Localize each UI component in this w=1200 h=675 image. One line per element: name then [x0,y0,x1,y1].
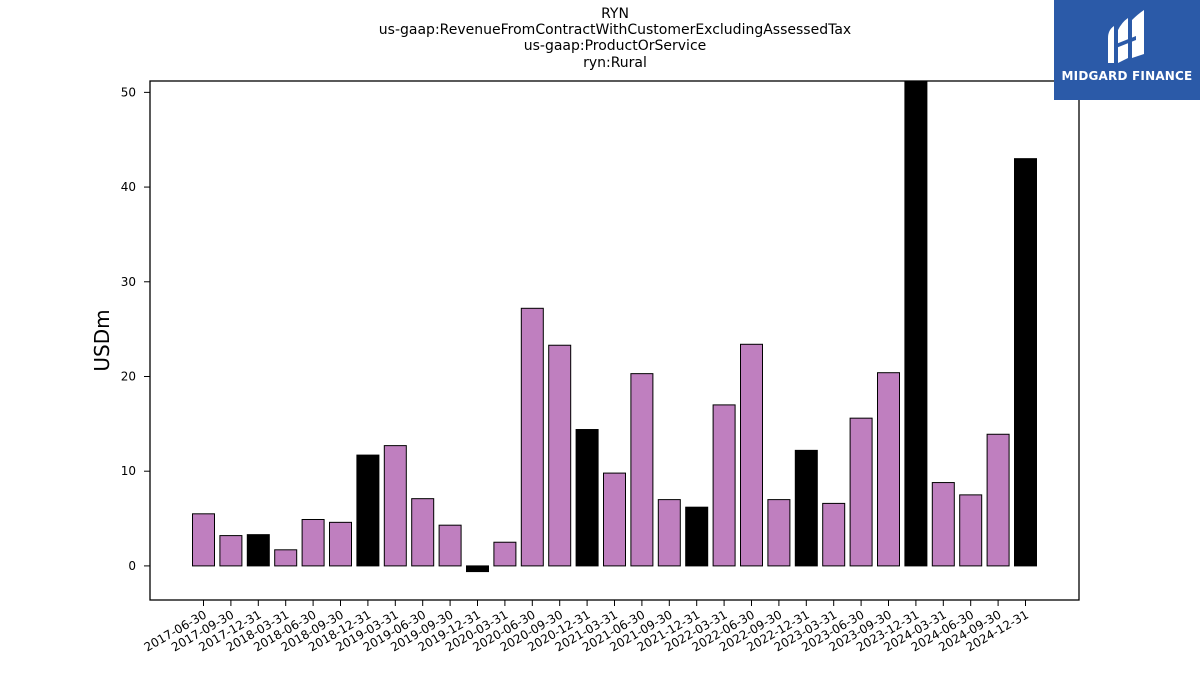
bar-2021-06-30 [630,373,654,567]
y-tick-label-50: 50 [121,85,136,99]
bar-2017-09-30 [219,535,243,567]
title-line-2: us-gaap:RevenueFromContractWithCustomerE… [378,22,852,38]
bar-2021-09-30 [657,499,681,567]
bar-2021-12-31 [685,506,709,567]
y-tick-label-20: 20 [121,369,136,383]
bar-2022-03-31 [712,404,736,567]
bar-2023-03-31 [822,502,846,567]
y-tick-label-30: 30 [121,275,136,289]
bar-2018-09-30 [329,521,352,567]
bar-2020-09-30 [548,344,572,567]
bar-2023-12-31 [904,80,928,567]
bar-2020-03-31 [493,541,517,567]
y-tick-label-0: 0 [128,559,136,573]
midgard-logo-icon [1108,10,1144,63]
bar-2023-09-30 [877,372,900,567]
bar-2020-06-30 [520,307,544,567]
y-tick-label-40: 40 [121,180,136,194]
y-axis-label: USDm [90,309,114,371]
title-line-3: us-gaap:ProductOrService [523,38,707,54]
bar-2017-12-31 [246,534,270,567]
logo-text: MIDGARD FINANCE [1061,69,1193,83]
bar-2018-06-30 [301,518,325,567]
bar-2019-06-30 [411,498,435,567]
bar-2020-12-31 [575,429,599,567]
bar-2024-06-30 [959,494,983,567]
bar-2024-03-31 [931,482,955,567]
bar-2022-06-30 [740,343,763,567]
bar-2022-09-30 [767,499,791,567]
bar-2019-09-30 [438,524,462,567]
bar-2018-03-31 [274,549,298,567]
bar-2017-06-30 [192,513,215,567]
title-line-1: RYN [601,6,629,22]
bar-2019-03-31 [383,445,407,567]
bar-2024-09-30 [986,433,1010,567]
bar-2023-06-30 [849,417,873,567]
bar-2021-03-31 [603,472,626,567]
logo: MIDGARD FINANCE [1054,0,1200,100]
bar-2019-12-31 [466,565,489,573]
bar-2022-12-31 [794,449,818,567]
bar-2024-12-31 [1014,158,1037,567]
title-line-4: ryn:Rural [583,55,647,71]
y-tick-label-10: 10 [121,464,136,478]
bar-2018-12-31 [356,454,380,567]
